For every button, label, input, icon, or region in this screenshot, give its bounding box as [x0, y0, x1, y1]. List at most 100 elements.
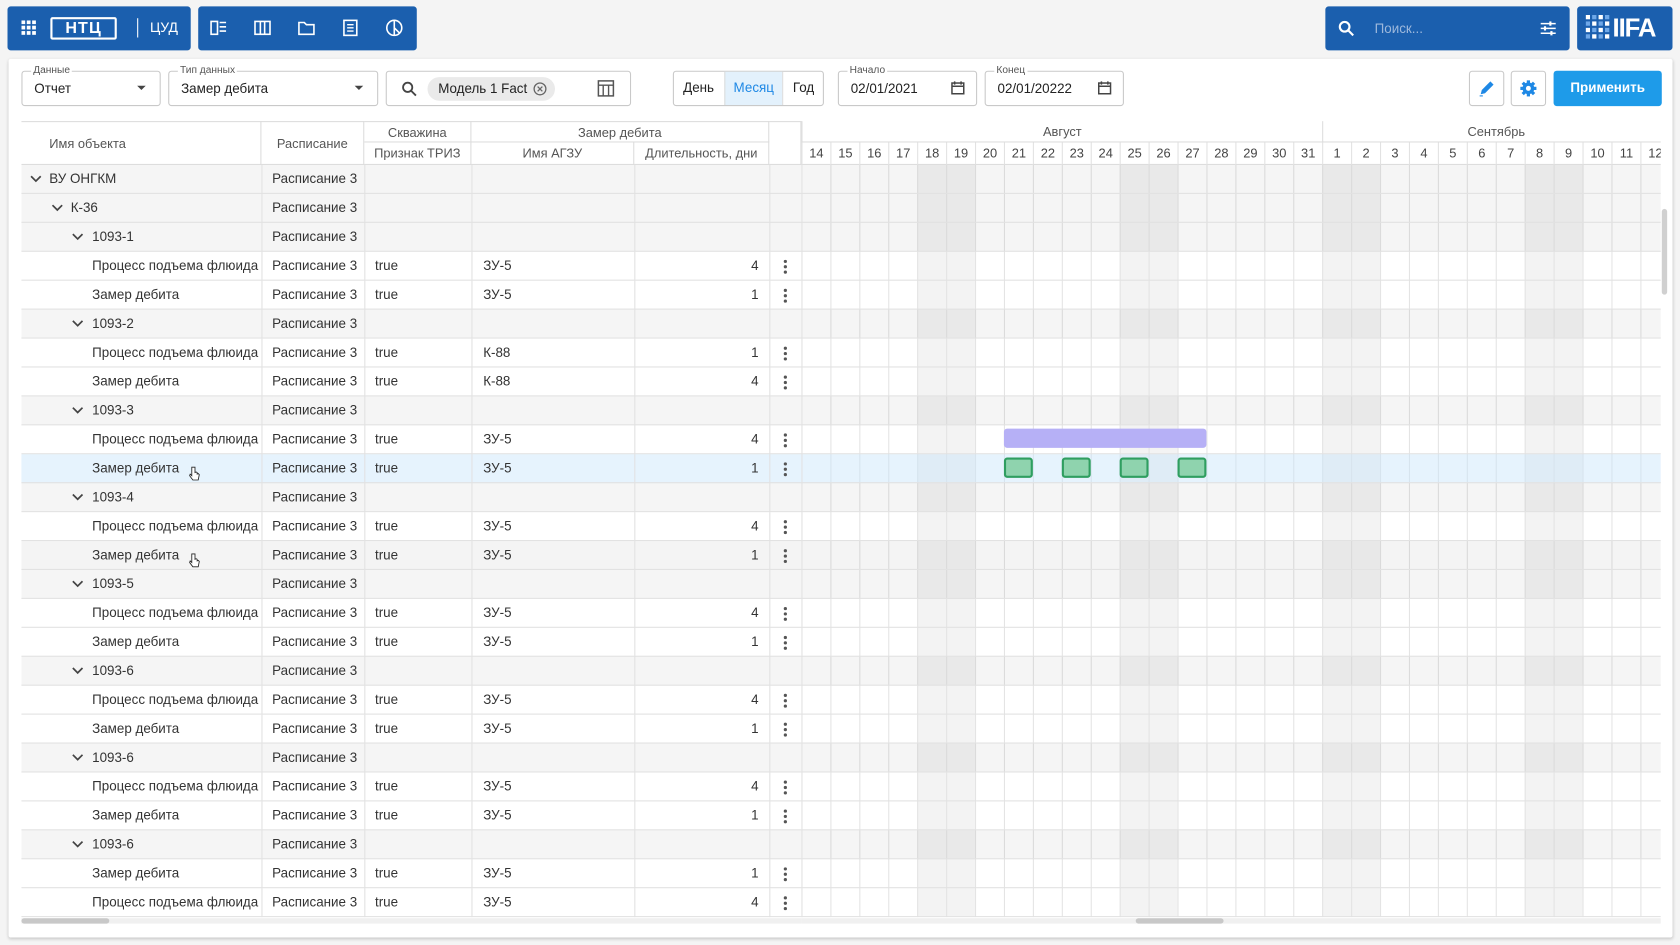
group-row[interactable]	[21, 483, 1661, 513]
group-row[interactable]	[21, 396, 1661, 426]
task-row[interactable]	[21, 454, 1661, 484]
view-button[interactable]: Год	[782, 71, 824, 106]
expand-chevron[interactable]	[72, 666, 84, 675]
gantt-bar[interactable]	[1003, 428, 1207, 448]
task-row[interactable]	[21, 773, 1661, 802]
row-menu[interactable]	[781, 462, 790, 477]
expand-chevron[interactable]	[30, 175, 42, 184]
start-date[interactable]	[837, 70, 978, 107]
calendar-icon[interactable]	[1097, 80, 1112, 95]
nav-icon[interactable]	[253, 18, 272, 37]
expand-chevron[interactable]	[72, 319, 84, 328]
day-gridline	[1264, 165, 1266, 918]
row-menu[interactable]	[781, 809, 790, 824]
group-row[interactable]	[21, 570, 1661, 599]
task-row[interactable]	[21, 339, 1661, 368]
agzu-cell: ЗУ-5	[483, 258, 512, 274]
day-label: 29	[1235, 142, 1265, 166]
row-menu[interactable]	[781, 635, 790, 650]
group-row[interactable]	[21, 165, 1661, 194]
filter-icon[interactable]	[1540, 20, 1557, 36]
gantt-event[interactable]	[1061, 457, 1091, 478]
group-row[interactable]	[21, 830, 1661, 860]
gantt-event[interactable]	[1119, 457, 1149, 478]
day-gridline	[1495, 165, 1497, 918]
row-menu[interactable]	[781, 693, 790, 708]
task-row[interactable]	[21, 512, 1661, 542]
search-bar[interactable]	[1325, 6, 1570, 51]
cell-divider	[634, 570, 636, 599]
row-menu[interactable]	[781, 722, 790, 737]
day-label: 21	[1003, 142, 1033, 166]
task-row[interactable]	[21, 599, 1661, 628]
row-menu[interactable]	[781, 346, 790, 361]
group-row[interactable]	[21, 656, 1661, 686]
day-gridline	[830, 165, 832, 918]
task-row[interactable]	[21, 686, 1661, 715]
expand-chevron[interactable]	[72, 580, 84, 589]
v-scroll-thumb[interactable]	[1661, 208, 1668, 295]
end-date[interactable]	[984, 70, 1124, 107]
expand-chevron[interactable]	[72, 233, 84, 242]
nav-icon[interactable]	[341, 18, 360, 37]
view-button[interactable]: День	[683, 80, 715, 96]
apply-button[interactable]: Применить	[1553, 70, 1662, 107]
apps-icon[interactable]	[21, 20, 36, 35]
task-row[interactable]	[21, 281, 1661, 310]
expand-chevron[interactable]	[72, 840, 84, 849]
chip-remove[interactable]	[533, 81, 548, 96]
cell-divider	[364, 598, 366, 628]
nav-icon[interactable]	[209, 18, 228, 37]
cell-divider	[364, 512, 366, 542]
group-row[interactable]	[21, 193, 1661, 223]
cell-divider	[801, 396, 803, 426]
view-button[interactable]: Месяц	[724, 71, 783, 106]
group-row[interactable]	[21, 743, 1661, 773]
row-menu[interactable]	[781, 549, 790, 564]
data-select[interactable]	[21, 70, 161, 107]
data-type-select[interactable]	[168, 70, 379, 107]
row-menu[interactable]	[781, 520, 790, 535]
search-icon	[1338, 20, 1354, 37]
dropdown-caret[interactable]	[134, 80, 149, 95]
gantt-event[interactable]	[1003, 457, 1033, 478]
task-row[interactable]	[21, 541, 1661, 571]
nav-icon[interactable]	[385, 18, 404, 37]
row-menu[interactable]	[781, 780, 790, 795]
group-row[interactable]	[21, 222, 1661, 252]
cell-divider	[634, 714, 636, 744]
table-icon[interactable]	[597, 79, 615, 97]
task-row[interactable]	[21, 888, 1661, 918]
row-menu[interactable]	[781, 867, 790, 882]
task-row[interactable]	[21, 715, 1661, 744]
expand-chevron[interactable]	[72, 406, 84, 415]
expand-chevron[interactable]	[72, 753, 84, 762]
row-menu[interactable]	[781, 433, 790, 448]
row-menu[interactable]	[781, 375, 790, 390]
object-name: Замер дебита	[92, 634, 180, 650]
h-scroll-thumb[interactable]	[21, 918, 110, 924]
nav-icon[interactable]	[297, 18, 316, 37]
schedule-cell: Расписание 3	[272, 431, 358, 447]
agzu-cell: ЗУ-5	[483, 547, 512, 563]
task-row[interactable]	[21, 801, 1661, 831]
row-menu[interactable]	[781, 606, 790, 621]
task-row[interactable]	[21, 859, 1661, 889]
cell-divider	[801, 483, 803, 513]
row-menu[interactable]	[781, 288, 790, 303]
dropdown-caret[interactable]	[351, 80, 366, 95]
gantt-event[interactable]	[1177, 457, 1207, 478]
group-row[interactable]	[21, 309, 1661, 339]
task-row[interactable]	[21, 368, 1661, 397]
cell-divider	[769, 801, 771, 831]
expand-chevron[interactable]	[51, 204, 63, 213]
row-menu[interactable]	[781, 896, 790, 911]
calendar-icon[interactable]	[950, 80, 965, 95]
day-gridline	[1119, 165, 1121, 918]
row-menu[interactable]	[781, 259, 790, 274]
task-row[interactable]	[21, 252, 1661, 281]
h-scroll-thumb[interactable]	[1135, 918, 1224, 924]
task-row[interactable]	[21, 425, 1661, 455]
task-row[interactable]	[21, 628, 1661, 657]
expand-chevron[interactable]	[72, 493, 84, 502]
